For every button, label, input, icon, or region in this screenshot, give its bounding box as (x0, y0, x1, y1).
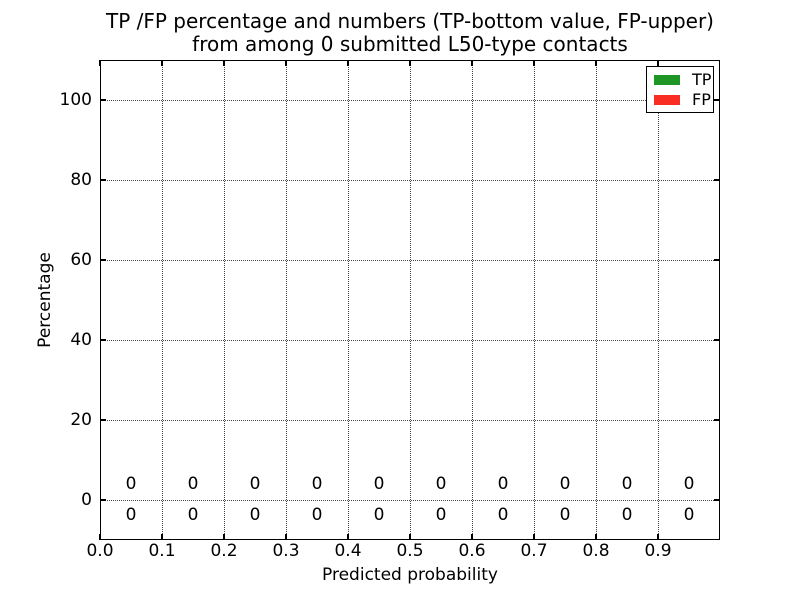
x-tick-mark-bottom (223, 534, 225, 540)
y-tick-mark-right (714, 339, 720, 341)
legend-entry-fp: FP (647, 90, 713, 110)
fp-count-label: 0 (373, 474, 385, 494)
legend-label-tp: TP (692, 70, 712, 89)
x-tick-label: 0.5 (396, 541, 424, 561)
tp-color-swatch (654, 75, 680, 85)
y-tick-mark-left (100, 419, 106, 421)
x-tick-mark-bottom (409, 534, 411, 540)
y-tick-mark-left (100, 339, 106, 341)
x-tick-mark-top (657, 60, 659, 66)
tp-count-label: 0 (125, 505, 137, 525)
x-tick-mark-top (471, 60, 473, 66)
fp-color-swatch (654, 95, 680, 105)
y-tick-mark-left (100, 259, 106, 261)
x-axis-label: Predicted probability (322, 565, 498, 585)
gridline-vertical (223, 60, 225, 540)
y-tick-mark-left (100, 499, 106, 501)
legend-entry-tp: TP (647, 70, 713, 90)
fp-count-label: 0 (435, 474, 447, 494)
y-tick-mark-right (714, 499, 720, 501)
y-tick-label: 80 (70, 170, 92, 190)
fp-count-label: 0 (621, 474, 633, 494)
x-tick-mark-bottom (533, 534, 535, 540)
x-tick-mark-bottom (347, 534, 349, 540)
legend-label-fp: FP (692, 90, 711, 109)
legend: TP FP (646, 66, 714, 113)
fp-count-label: 0 (187, 474, 199, 494)
gridline-vertical (409, 60, 411, 540)
y-tick-label: 0 (81, 490, 92, 510)
x-tick-label: 0.3 (272, 541, 300, 561)
fp-count-label: 0 (249, 474, 261, 494)
gridline-vertical (285, 60, 287, 540)
x-tick-label: 0.6 (458, 541, 486, 561)
chart-title: TP /FP percentage and numbers (TP-bottom… (100, 10, 720, 56)
fp-count-label: 0 (311, 474, 323, 494)
x-tick-label: 0.4 (334, 541, 362, 561)
x-tick-label: 0.1 (148, 541, 176, 561)
y-tick-mark-right (714, 99, 720, 101)
gridline-vertical (161, 60, 163, 540)
x-tick-label: 0.7 (520, 541, 548, 561)
gridline-vertical (533, 60, 535, 540)
y-tick-mark-right (714, 179, 720, 181)
x-tick-mark-top (409, 60, 411, 66)
y-tick-label: 60 (70, 250, 92, 270)
tp-count-label: 0 (559, 505, 571, 525)
x-tick-mark-bottom (595, 534, 597, 540)
tp-count-label: 0 (435, 505, 447, 525)
gridline-vertical (347, 60, 349, 540)
fp-count-label: 0 (125, 474, 137, 494)
y-tick-label: 20 (70, 410, 92, 430)
tp-count-label: 0 (621, 505, 633, 525)
y-tick-mark-left (100, 99, 106, 101)
tp-count-label: 0 (497, 505, 509, 525)
y-tick-label: 100 (59, 90, 92, 110)
gridline-vertical (657, 60, 659, 540)
x-tick-label: 0.8 (582, 541, 610, 561)
y-tick-mark-right (714, 259, 720, 261)
x-tick-mark-top (161, 60, 163, 66)
x-tick-mark-bottom (161, 534, 163, 540)
plot-area (99, 60, 720, 540)
gridline-vertical (471, 60, 473, 540)
y-tick-mark-right (714, 419, 720, 421)
x-tick-mark-top (533, 60, 535, 66)
tp-count-label: 0 (683, 505, 695, 525)
gridline-vertical (595, 60, 597, 540)
chart-title-line-1: TP /FP percentage and numbers (TP-bottom… (106, 9, 714, 33)
y-tick-label: 40 (70, 330, 92, 350)
x-tick-mark-top (595, 60, 597, 66)
chart-title-line-2: from among 0 submitted L50-type contacts (192, 32, 628, 56)
y-tick-mark-left (100, 179, 106, 181)
tp-count-label: 0 (187, 505, 199, 525)
x-tick-mark-bottom (471, 534, 473, 540)
tp-count-label: 0 (373, 505, 385, 525)
x-tick-label: 0.9 (644, 541, 672, 561)
x-tick-mark-top (223, 60, 225, 66)
tp-count-label: 0 (311, 505, 323, 525)
x-tick-mark-bottom (285, 534, 287, 540)
x-tick-mark-top (99, 60, 101, 66)
x-tick-label: 0.2 (210, 541, 238, 561)
fp-count-label: 0 (683, 474, 695, 494)
x-tick-mark-bottom (99, 534, 101, 540)
x-tick-mark-top (285, 60, 287, 66)
x-tick-mark-bottom (657, 534, 659, 540)
x-tick-mark-top (347, 60, 349, 66)
tp-count-label: 0 (249, 505, 261, 525)
fp-count-label: 0 (559, 474, 571, 494)
fp-count-label: 0 (497, 474, 509, 494)
x-tick-label: 0.0 (86, 541, 114, 561)
